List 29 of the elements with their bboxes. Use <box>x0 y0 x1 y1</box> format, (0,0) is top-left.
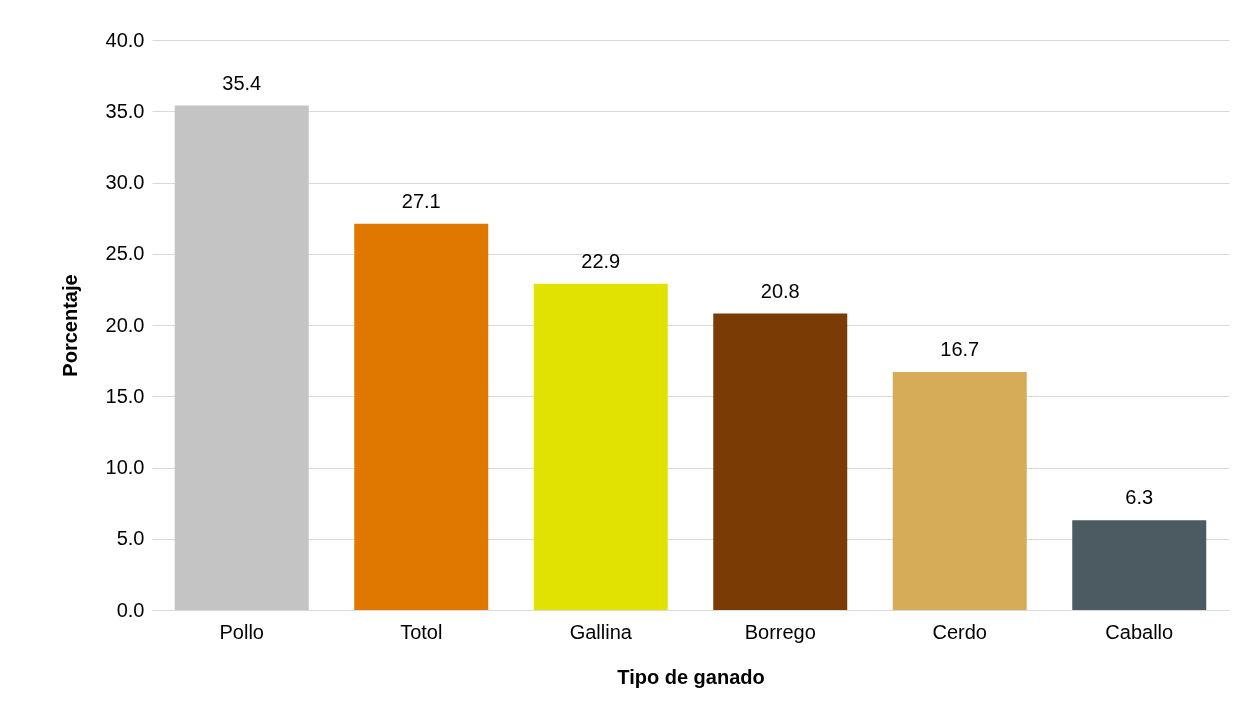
data-label: 16.7 <box>940 338 980 361</box>
y-tick-label: 0.0 <box>116 598 145 621</box>
data-label: 22.9 <box>581 249 621 272</box>
bar <box>1072 520 1207 610</box>
y-tick-label: 10.0 <box>105 456 145 478</box>
bar <box>174 105 309 610</box>
x-axis-title: Tipo de ganado <box>617 665 765 688</box>
y-axis-title: Porcentaje <box>58 274 81 377</box>
data-label: 6.3 <box>1125 486 1154 509</box>
bar <box>533 283 668 610</box>
data-label: 20.8 <box>760 279 800 302</box>
y-tick-label: 40.0 <box>105 28 145 51</box>
y-tick-label: 30.0 <box>105 171 145 193</box>
y-tick-label: 35.0 <box>105 99 145 122</box>
x-tick-label: Pollo <box>219 620 264 643</box>
y-tick-label: 25.0 <box>105 242 145 265</box>
x-tick-label: Totol <box>400 620 443 643</box>
y-tick-label: 5.0 <box>116 527 145 550</box>
x-tick-label: Borrego <box>744 620 816 643</box>
y-tick-label: 20.0 <box>105 313 145 336</box>
data-label: 27.1 <box>401 189 441 212</box>
bar <box>713 313 848 610</box>
bar <box>354 223 489 610</box>
data-label: 35.4 <box>222 71 262 94</box>
x-tick-label: Gallina <box>569 620 633 643</box>
x-tick-label: Caballo <box>1105 620 1174 643</box>
bar <box>892 372 1027 610</box>
x-tick-label: Cerdo <box>932 620 987 643</box>
y-tick-label: 15.0 <box>105 384 145 407</box>
